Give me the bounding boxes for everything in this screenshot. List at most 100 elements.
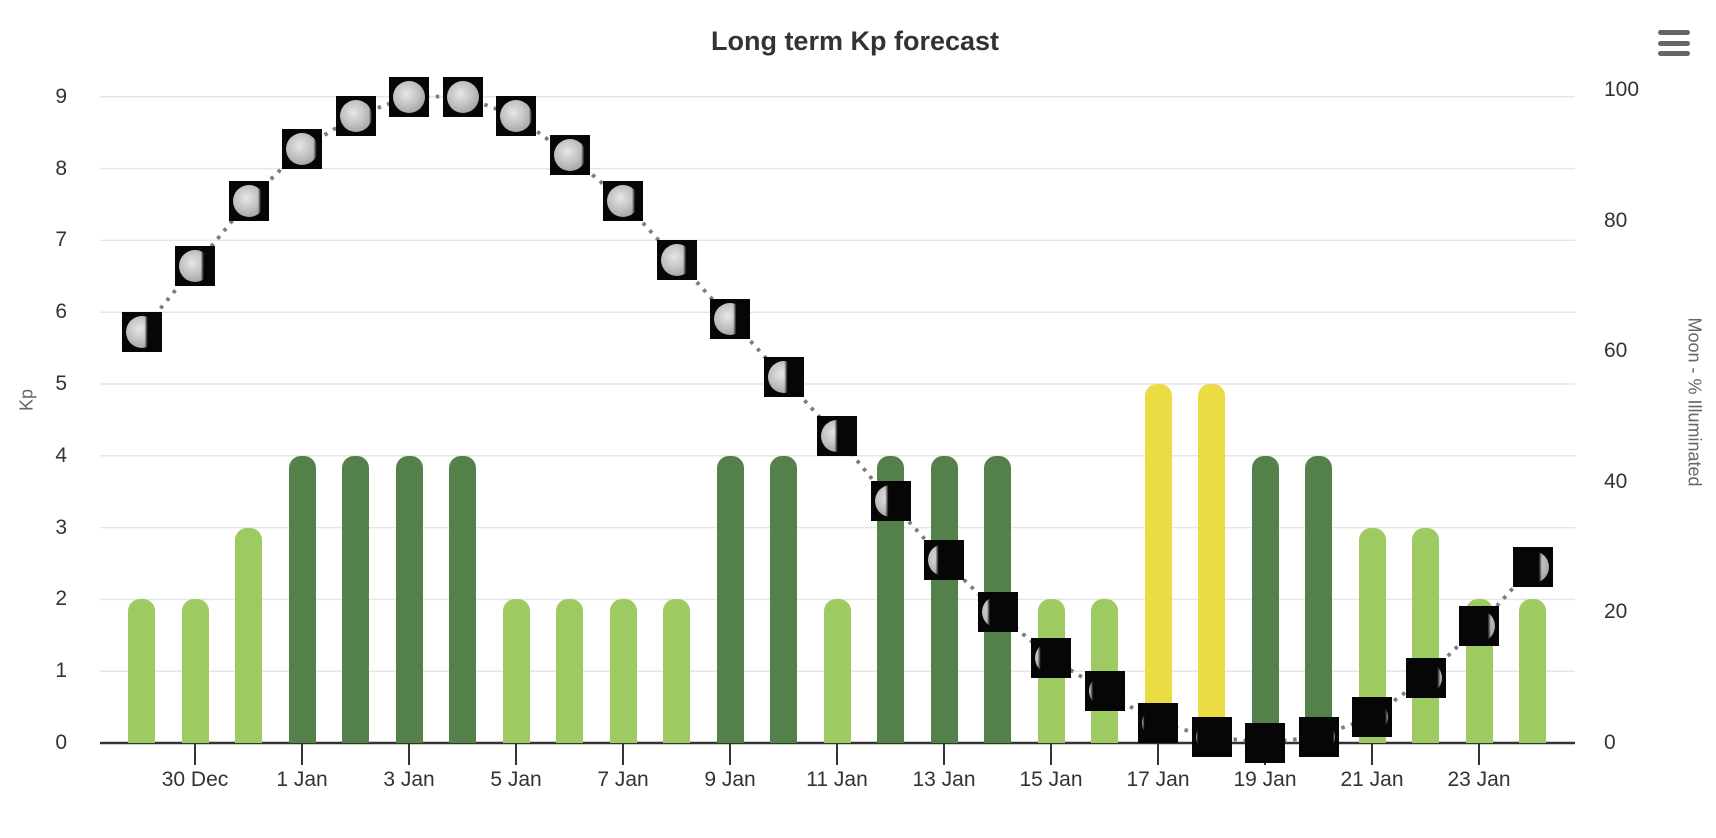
kp-bar-13-jan[interactable] xyxy=(930,455,958,743)
moon-phase-disc xyxy=(1463,609,1495,642)
kp-bar-3-jan[interactable] xyxy=(395,455,423,743)
kp-bar-11-jan[interactable] xyxy=(823,599,851,743)
moon-marker-3-jan[interactable] xyxy=(389,76,429,117)
moon-phase-disc xyxy=(500,100,532,133)
kp-tick-label: 6 xyxy=(55,300,67,324)
moon-marker-29-dec[interactable] xyxy=(121,311,162,352)
moon-marker-6-jan[interactable] xyxy=(549,135,590,176)
kp-bar-8-jan[interactable] xyxy=(663,599,690,743)
moon-marker-1-jan[interactable] xyxy=(282,128,322,169)
kp-bar-19-jan[interactable] xyxy=(1251,455,1279,743)
moon-phase-disc xyxy=(1195,720,1228,753)
moon-marker-17-jan[interactable] xyxy=(1138,703,1178,744)
kp-bar-24-jan[interactable] xyxy=(1519,599,1546,743)
x-tick-label: 11 Jan xyxy=(806,768,868,791)
moon-phase-disc xyxy=(1142,707,1174,740)
kp-bar-18-jan[interactable] xyxy=(1198,384,1225,743)
moon-phase-disc xyxy=(1088,674,1121,707)
kp-tick-label: 2 xyxy=(55,587,67,611)
moon-phase-disc xyxy=(607,185,639,217)
moon-phase-disc xyxy=(1409,661,1442,694)
x-tick-label: 13 Jan xyxy=(912,768,976,791)
moon-marker-4-jan[interactable] xyxy=(442,76,483,117)
x-tick-label: 21 Jan xyxy=(1340,768,1404,791)
moon-marker-5-jan[interactable] xyxy=(496,96,536,137)
moon-marker-8-jan[interactable] xyxy=(656,239,697,280)
kp-bar-7-jan[interactable] xyxy=(609,599,637,743)
kp-bar-6-jan[interactable] xyxy=(556,599,583,743)
kp-bar-2-jan[interactable] xyxy=(342,455,369,743)
kp-bar-22-jan[interactable] xyxy=(1412,527,1439,743)
moon-marker-24-jan[interactable] xyxy=(1512,546,1553,587)
moon-marker-12-jan[interactable] xyxy=(870,481,911,522)
moon-phase-disc xyxy=(981,596,1014,629)
moon-phase-disc xyxy=(1035,642,1067,675)
moon-marker-31-dec[interactable] xyxy=(228,181,269,221)
moon-phase-disc xyxy=(1356,700,1388,733)
chart-context-menu-button[interactable] xyxy=(1658,30,1690,56)
moon-marker-22-jan[interactable] xyxy=(1405,657,1446,698)
hamburger-icon xyxy=(1658,30,1690,35)
moon-marker-20-jan[interactable] xyxy=(1298,716,1339,757)
hamburger-icon xyxy=(1658,51,1690,56)
x-tick-label: 9 Jan xyxy=(704,768,756,791)
moon-marker-10-jan[interactable] xyxy=(763,357,804,398)
kp-bar-29-dec[interactable] xyxy=(128,599,155,743)
kp-bar-5-jan[interactable] xyxy=(502,599,530,743)
moon-phase-disc xyxy=(660,243,693,276)
moon-marker-13-jan[interactable] xyxy=(924,540,964,581)
x-tick-label: 3 Jan xyxy=(383,768,435,791)
kp-tick-label: 8 xyxy=(55,156,67,180)
moon-phase-disc xyxy=(767,361,800,394)
moon-phase-disc xyxy=(928,544,960,577)
moon-marker-19-jan[interactable] xyxy=(1245,723,1285,763)
kp-bar-20-jan[interactable] xyxy=(1305,455,1332,743)
moon-phase-disc xyxy=(179,250,211,283)
kp-bar-9-jan[interactable] xyxy=(716,455,744,743)
moon-marker-16-jan[interactable] xyxy=(1084,670,1125,711)
kp-tick-label: 7 xyxy=(55,228,67,252)
kp-bar-31-dec[interactable] xyxy=(235,527,262,743)
moon-marker-30-dec[interactable] xyxy=(175,246,215,287)
kp-bar-4-jan[interactable] xyxy=(449,455,476,743)
hamburger-icon xyxy=(1658,40,1690,46)
moon-marker-21-jan[interactable] xyxy=(1352,696,1392,737)
kp-tick-label: 1 xyxy=(55,659,67,683)
moon-phase-disc xyxy=(339,100,372,133)
moon-tick-label: 0 xyxy=(1604,731,1616,754)
moon-phase-disc xyxy=(1302,720,1335,753)
moon-marker-2-jan[interactable] xyxy=(335,96,376,137)
moon-phase-disc xyxy=(874,485,907,518)
y-axis-title-moon: Moon - % Illuminated xyxy=(1684,317,1705,487)
moon-marker-23-jan[interactable] xyxy=(1459,605,1499,646)
kp-tick-label: 3 xyxy=(55,515,67,539)
kp-bar-10-jan[interactable] xyxy=(770,455,797,743)
moon-phase-disc xyxy=(821,420,853,453)
x-tick-label: 19 Jan xyxy=(1233,768,1297,791)
x-tick-label: 15 Jan xyxy=(1019,768,1083,791)
moon-phase-disc xyxy=(1516,550,1549,583)
moon-phase-disc xyxy=(286,132,318,165)
x-tick-label: 30 Dec xyxy=(161,768,229,791)
x-tick-label: 1 Jan xyxy=(276,768,328,791)
moon-tick-label: 80 xyxy=(1604,208,1628,232)
kp-tick-label: 0 xyxy=(55,731,67,754)
moon-tick-label: 20 xyxy=(1604,600,1628,624)
moon-phase-disc xyxy=(714,302,746,335)
moon-marker-15-jan[interactable] xyxy=(1031,638,1071,679)
kp-bar-30-dec[interactable] xyxy=(181,599,209,743)
moon-phase-disc xyxy=(393,80,425,113)
moon-marker-14-jan[interactable] xyxy=(977,592,1018,633)
moon-tick-label: 40 xyxy=(1604,469,1628,493)
moon-marker-18-jan[interactable] xyxy=(1191,716,1232,757)
kp-bar-17-jan[interactable] xyxy=(1144,384,1172,743)
moon-marker-9-jan[interactable] xyxy=(710,298,750,339)
moon-phase-disc xyxy=(446,80,479,113)
moon-marker-7-jan[interactable] xyxy=(603,181,643,221)
kp-bar-1-jan[interactable] xyxy=(288,455,316,743)
moon-tick-label: 100 xyxy=(1604,78,1640,101)
moon-marker-11-jan[interactable] xyxy=(817,416,857,457)
